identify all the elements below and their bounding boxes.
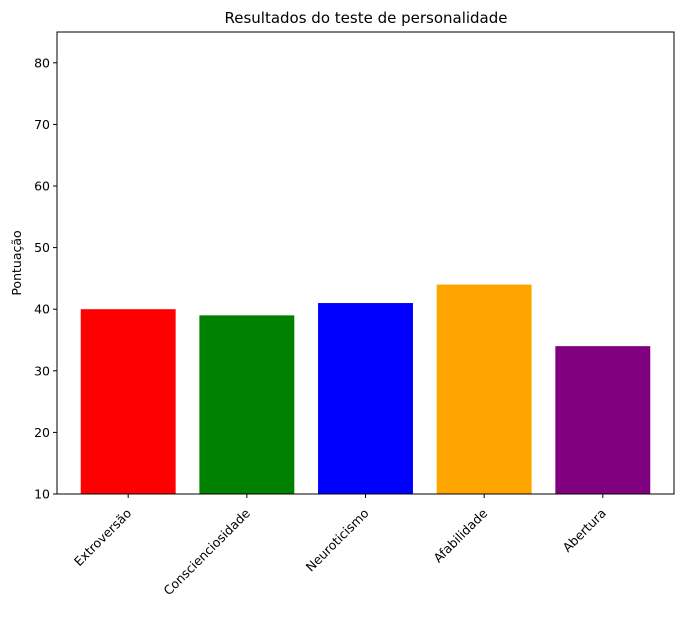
bar-abertura (555, 346, 651, 494)
y-tick-label: 40 (34, 302, 50, 317)
y-tick-label: 10 (34, 487, 50, 502)
x-tick-label: Neuroticismo (303, 506, 372, 575)
chart-title: Resultados do teste de personalidade (224, 9, 507, 27)
y-axis: 10 20 30 40 50 60 70 80 (34, 55, 57, 502)
x-tick-label: Extroversão (71, 506, 134, 569)
x-tick-label: Afabilidade (430, 505, 490, 565)
bars-group (80, 284, 651, 494)
x-tick-label: Abertura (559, 506, 608, 555)
y-tick-label: 80 (34, 55, 50, 70)
y-tick-label: 30 (34, 363, 50, 378)
y-tick-label: 20 (34, 425, 50, 440)
y-tick-label: 70 (34, 117, 50, 132)
bar-extroversao (80, 309, 176, 494)
x-tick-label: Conscienciosidade (160, 505, 253, 598)
y-tick-label: 60 (34, 179, 50, 194)
y-tick-label: 50 (34, 240, 50, 255)
y-axis-label: Pontuação (9, 230, 24, 295)
x-axis: Extroversão Conscienciosidade Neuroticismo… (71, 494, 609, 598)
bar-afabilidade (436, 284, 532, 494)
bar-conscienciosidade (199, 315, 295, 494)
bar-neuroticismo (318, 303, 413, 494)
